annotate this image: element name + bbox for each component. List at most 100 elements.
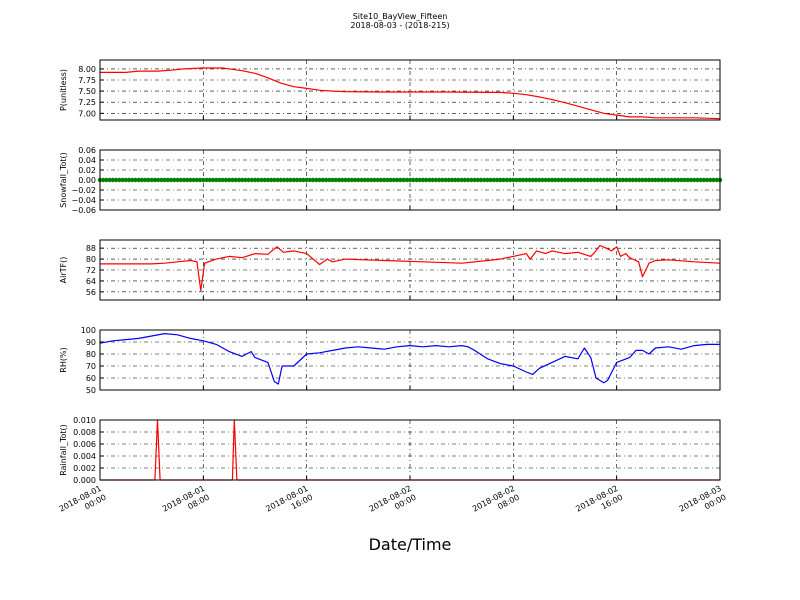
snowfall-data-point — [672, 177, 677, 183]
rh-frame — [99, 329, 721, 391]
rainfall-ytick-label: 0.004 — [73, 452, 96, 461]
snowfall-ytick-label: −0.04 — [71, 196, 96, 205]
snowfall-data-point — [120, 177, 125, 183]
airtemp-y-axis-label: AirTF() — [59, 257, 68, 284]
snowfall-data-point — [143, 177, 148, 183]
rainfall-ytick-label: 0.000 — [73, 476, 96, 485]
snowfall-data-point — [385, 177, 390, 183]
snowfall-data-point — [172, 177, 177, 183]
snowfall-data-point — [427, 177, 432, 183]
snowfall-data-point — [223, 177, 229, 183]
snowfall-ytick-label: −0.02 — [71, 186, 96, 195]
snowfall-data-point — [207, 177, 212, 183]
panels: 7.007.257.507.758.00P(unitless)−0.06−0.0… — [59, 59, 723, 485]
snowfall-data-point — [398, 177, 403, 183]
snowfall-data-point — [204, 177, 209, 183]
panel-rainfall: 0.000 0.002 0.004 0.006 0.008 0.010 Rainfall_T… — [59, 416, 721, 485]
snowfall-data-point — [349, 177, 355, 183]
snowfall-data-point — [239, 177, 245, 183]
rainfall-y-axis-label: Rainfall_Tot() — [59, 424, 68, 476]
snowfall-data-point — [362, 177, 367, 183]
snowfall-data-point — [304, 177, 309, 183]
x-axis-label: Date/Time — [369, 535, 452, 554]
snowfall-data-point — [336, 177, 342, 183]
airtemp-ytick-label: 88 — [86, 244, 96, 253]
snowfall-data-point — [411, 177, 416, 183]
snowfall-data-point — [572, 177, 577, 183]
rh-ytick-label: 60 — [86, 374, 96, 383]
snowfall-data-point — [178, 177, 183, 183]
snowfall-data-point — [627, 177, 632, 183]
snowfall-data-point — [430, 177, 435, 183]
snowfall-data-point — [130, 177, 135, 183]
snowfall-data-point — [540, 177, 545, 183]
figure-subtitle: 2018-08-03 - (2018-215) — [350, 21, 449, 30]
airtemp-ytick-label: 80 — [86, 255, 96, 264]
snowfall-data-point — [511, 177, 516, 183]
snowfall-data-point — [562, 177, 568, 183]
snowfall-data-point — [475, 177, 480, 183]
snowfall-data-point — [656, 177, 661, 183]
snowfall-data-point — [236, 177, 242, 183]
snowfall-data-point — [501, 177, 506, 183]
snowfall-ytick-label: 0.06 — [78, 146, 96, 155]
snowfall-data-point — [249, 177, 254, 183]
snowfall-data-point — [524, 177, 529, 183]
snowfall-data-point — [423, 177, 429, 183]
snowfall-data-point — [569, 177, 574, 183]
snowfall-data-point — [537, 177, 542, 183]
snowfall-data-point — [252, 177, 258, 183]
snowfall-data-point — [162, 177, 167, 183]
snowfall-data-point — [191, 177, 196, 183]
snowfall-data-point — [549, 177, 555, 183]
snowfall-data-point — [291, 177, 296, 183]
snowfall-data-point — [546, 177, 552, 183]
snowfall-data-point — [417, 177, 422, 183]
snowfall-data-point — [617, 177, 623, 183]
snowfall-data-point — [317, 177, 322, 183]
snowfall-data-point — [310, 177, 316, 183]
snowfall-data-point — [220, 177, 225, 183]
airtemp-ytick-label: 72 — [86, 266, 96, 275]
snowfall-data-point — [113, 177, 119, 183]
snowfall-data-point — [679, 177, 684, 183]
snowfall-data-point — [698, 177, 703, 183]
snowfall-data-point — [556, 177, 561, 183]
snowfall-data-point — [165, 177, 170, 183]
snowfall-data-point — [659, 177, 665, 183]
rh-ytick-label: 80 — [86, 350, 96, 359]
snowfall-data-point — [507, 177, 513, 183]
snowfall-data-point — [504, 177, 510, 183]
snowfall-data-point — [356, 177, 361, 183]
snowfall-data-point — [630, 177, 635, 183]
snowfall-data-point — [298, 177, 303, 183]
snowfall-data-point — [465, 177, 471, 183]
snowfall-data-point — [259, 177, 264, 183]
snowfall-data-point — [352, 177, 358, 183]
snowfall-data-point — [498, 177, 503, 183]
snowfall-data-point — [692, 177, 697, 183]
snowfall-data-point — [110, 177, 116, 183]
snowfall-data-point — [188, 177, 193, 183]
airtemp-series-line — [100, 244, 721, 292]
snowfall-data-point — [611, 177, 616, 183]
rainfall-ytick-label: 0.010 — [73, 416, 96, 425]
snowfall-data-point — [275, 177, 280, 183]
snowfall-data-point — [559, 177, 564, 183]
airtemp-frame — [99, 239, 721, 301]
snowfall-data-point — [233, 177, 238, 183]
snowfall-data-point — [101, 177, 106, 183]
snowfall-data-point — [175, 177, 180, 183]
snowfall-data-point — [575, 177, 581, 183]
snowfall-data-point — [604, 177, 610, 183]
snowfall-data-point — [294, 177, 300, 183]
snowfall-data-point — [272, 177, 277, 183]
panel-ph: 7.00 7.25 7.50 7.75 8.00 P(unitless) — [59, 59, 721, 121]
ph-frame — [99, 59, 721, 121]
snowfall-data-point — [478, 177, 484, 183]
snowfall-data-point — [640, 177, 645, 183]
snowfall-data-point — [485, 177, 490, 183]
snowfall-data-point — [246, 177, 251, 183]
snowfall-data-point — [491, 177, 497, 183]
